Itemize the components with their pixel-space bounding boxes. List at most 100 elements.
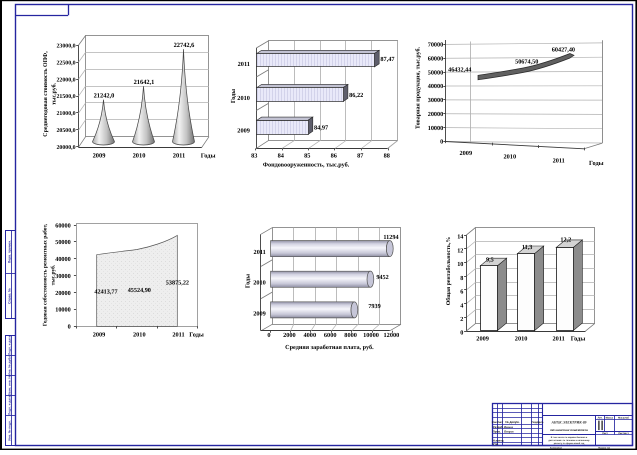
svg-text:50000: 50000: [428, 69, 443, 76]
svg-text:40000: 40000: [55, 256, 70, 263]
svg-text:Формат А3: Формат А3: [598, 446, 611, 449]
svg-text:2011: 2011: [553, 157, 565, 164]
svg-text:2000: 2000: [283, 332, 296, 339]
svg-text:2009: 2009: [237, 127, 250, 134]
svg-text:20000: 20000: [428, 111, 443, 118]
svg-text:8000: 8000: [344, 332, 357, 339]
svg-text:20000: 20000: [55, 290, 70, 297]
svg-text:2010: 2010: [253, 280, 266, 287]
svg-text:Иванов: Иванов: [503, 426, 514, 429]
svg-text:87: 87: [357, 152, 363, 159]
svg-text:2010: 2010: [133, 331, 146, 338]
svg-text:технические показатели: технические показатели: [550, 428, 588, 432]
svg-text:40000: 40000: [428, 83, 443, 90]
svg-text:23000,0: 23000,0: [56, 44, 75, 50]
svg-text:84,97: 84,97: [314, 125, 328, 132]
svg-text:10000: 10000: [428, 125, 443, 132]
svg-text:30000: 30000: [428, 97, 443, 104]
svg-text:21642,1: 21642,1: [134, 79, 155, 86]
svg-text:2011: 2011: [238, 61, 250, 68]
svg-text:4000: 4000: [304, 332, 317, 339]
svg-text:21242,0: 21242,0: [94, 92, 115, 99]
svg-text:30000: 30000: [55, 273, 70, 280]
svg-text:12000: 12000: [384, 332, 400, 339]
svg-text:расчету по форме какой год: расчету по форме какой год: [554, 442, 585, 445]
svg-text:22000,0: 22000,0: [56, 77, 75, 83]
svg-text:70000: 70000: [428, 42, 443, 49]
svg-text:Инв. № подл.: Инв. № подл.: [8, 420, 12, 441]
svg-text:тыс.руб.: тыс.руб.: [50, 264, 56, 285]
svg-text:2009: 2009: [253, 310, 266, 317]
svg-text:Фондовооруженность, тыс.руб.: Фондовооруженность, тыс.руб.: [263, 161, 350, 168]
svg-text:6000: 6000: [324, 332, 337, 339]
svg-text:2009: 2009: [476, 335, 489, 342]
svg-text:20500,0: 20500,0: [56, 128, 75, 134]
svg-text:86: 86: [331, 152, 337, 159]
svg-text:Общая рентабельность,%: Общая рентабельность,%: [445, 237, 452, 306]
svg-text:0: 0: [440, 139, 443, 146]
svg-text:Перв. примен.: Перв. примен.: [8, 240, 12, 263]
svg-text:Годы: Годы: [244, 274, 251, 288]
svg-text:Петров: Петров: [503, 431, 514, 434]
svg-text:Лист: Лист: [497, 421, 504, 424]
svg-text:2009: 2009: [93, 331, 106, 338]
svg-text:50674,50: 50674,50: [515, 58, 538, 65]
svg-text:Лист: Лист: [602, 432, 608, 435]
svg-text:2010: 2010: [133, 153, 146, 160]
svg-text:АНХК ЭЛЕКТРИК-89: АНХК ЭЛЕКТРИК-89: [551, 420, 587, 424]
svg-text:53875,22: 53875,22: [166, 279, 189, 286]
svg-text:6: 6: [460, 289, 463, 296]
svg-text:87,47: 87,47: [380, 56, 394, 63]
svg-text:Средняя заработная плата, руб.: Средняя заработная плата, руб.: [285, 344, 374, 351]
svg-text:2011: 2011: [254, 249, 266, 256]
svg-text:20000,0: 20000,0: [56, 145, 75, 151]
svg-text:Товарная продукция, тыс.руб.: Товарная продукция, тыс.руб.: [415, 46, 422, 129]
svg-text:11,3: 11,3: [522, 244, 533, 251]
svg-text:Годовая себестоимость ремонтны: Годовая себестоимость ремонтных работ,: [42, 223, 48, 326]
svg-text:0: 0: [68, 324, 71, 331]
svg-text:2010: 2010: [504, 154, 517, 161]
svg-text:Дата: Дата: [538, 421, 544, 424]
svg-text:60000: 60000: [428, 56, 443, 63]
svg-text:10000: 10000: [55, 307, 70, 314]
svg-text:9,5: 9,5: [486, 256, 494, 263]
svg-text:46432,44: 46432,44: [448, 67, 471, 74]
svg-text:Годы: Годы: [201, 153, 216, 160]
svg-text:Взам. инв. №: Взам. инв. №: [8, 375, 12, 396]
svg-text:22742,6: 22742,6: [174, 42, 196, 49]
svg-text:8: 8: [460, 275, 463, 282]
svg-text:10: 10: [457, 261, 463, 268]
svg-text:В том числе по маркам бензина: В том числе по маркам бензина и: [551, 436, 588, 439]
svg-text:Инв. № дубл.: Инв. № дубл.: [8, 355, 12, 376]
svg-text:9452: 9452: [376, 274, 388, 281]
svg-text:Справ. №: Справ. №: [8, 288, 12, 304]
svg-text:Годы: Годы: [189, 331, 204, 338]
svg-text:Утв.: Утв.: [493, 442, 499, 446]
svg-text:2011: 2011: [173, 153, 185, 160]
svg-text:Годы: Годы: [589, 160, 604, 167]
svg-text:Подп. и дата: Подп. и дата: [8, 395, 12, 415]
svg-text:10000: 10000: [363, 332, 379, 339]
svg-text:тыс.руб.: тыс.руб.: [51, 82, 58, 105]
svg-text:Разраб.: Разраб.: [493, 425, 504, 429]
svg-text:88: 88: [384, 152, 390, 159]
svg-text:83: 83: [251, 152, 257, 159]
svg-text:45524,90: 45524,90: [128, 287, 151, 294]
svg-text:21500,0: 21500,0: [56, 94, 75, 100]
svg-text:Пров.: Пров.: [493, 430, 501, 434]
svg-text:12: 12: [457, 247, 463, 254]
svg-text:0: 0: [460, 330, 463, 337]
svg-text:21000,0: 21000,0: [56, 111, 75, 117]
svg-text:7939: 7939: [368, 303, 380, 310]
svg-text:84: 84: [278, 152, 285, 159]
svg-text:Среднегодовая стоимость ОПФ,: Среднегодовая стоимость ОПФ,: [43, 51, 49, 137]
svg-text:60000: 60000: [55, 222, 70, 229]
svg-text:Подп. и дата: Подп. и дата: [8, 335, 12, 355]
svg-text:дизтоплива: по талонам и налич: дизтоплива: по талонам и наличному: [548, 439, 590, 442]
svg-text:60427,40: 60427,40: [552, 47, 575, 54]
svg-text:22500,0: 22500,0: [56, 61, 75, 67]
svg-text:85: 85: [304, 152, 310, 159]
svg-text:4: 4: [460, 302, 463, 309]
svg-text:2: 2: [460, 316, 463, 323]
svg-text:42413,77: 42413,77: [94, 289, 117, 296]
